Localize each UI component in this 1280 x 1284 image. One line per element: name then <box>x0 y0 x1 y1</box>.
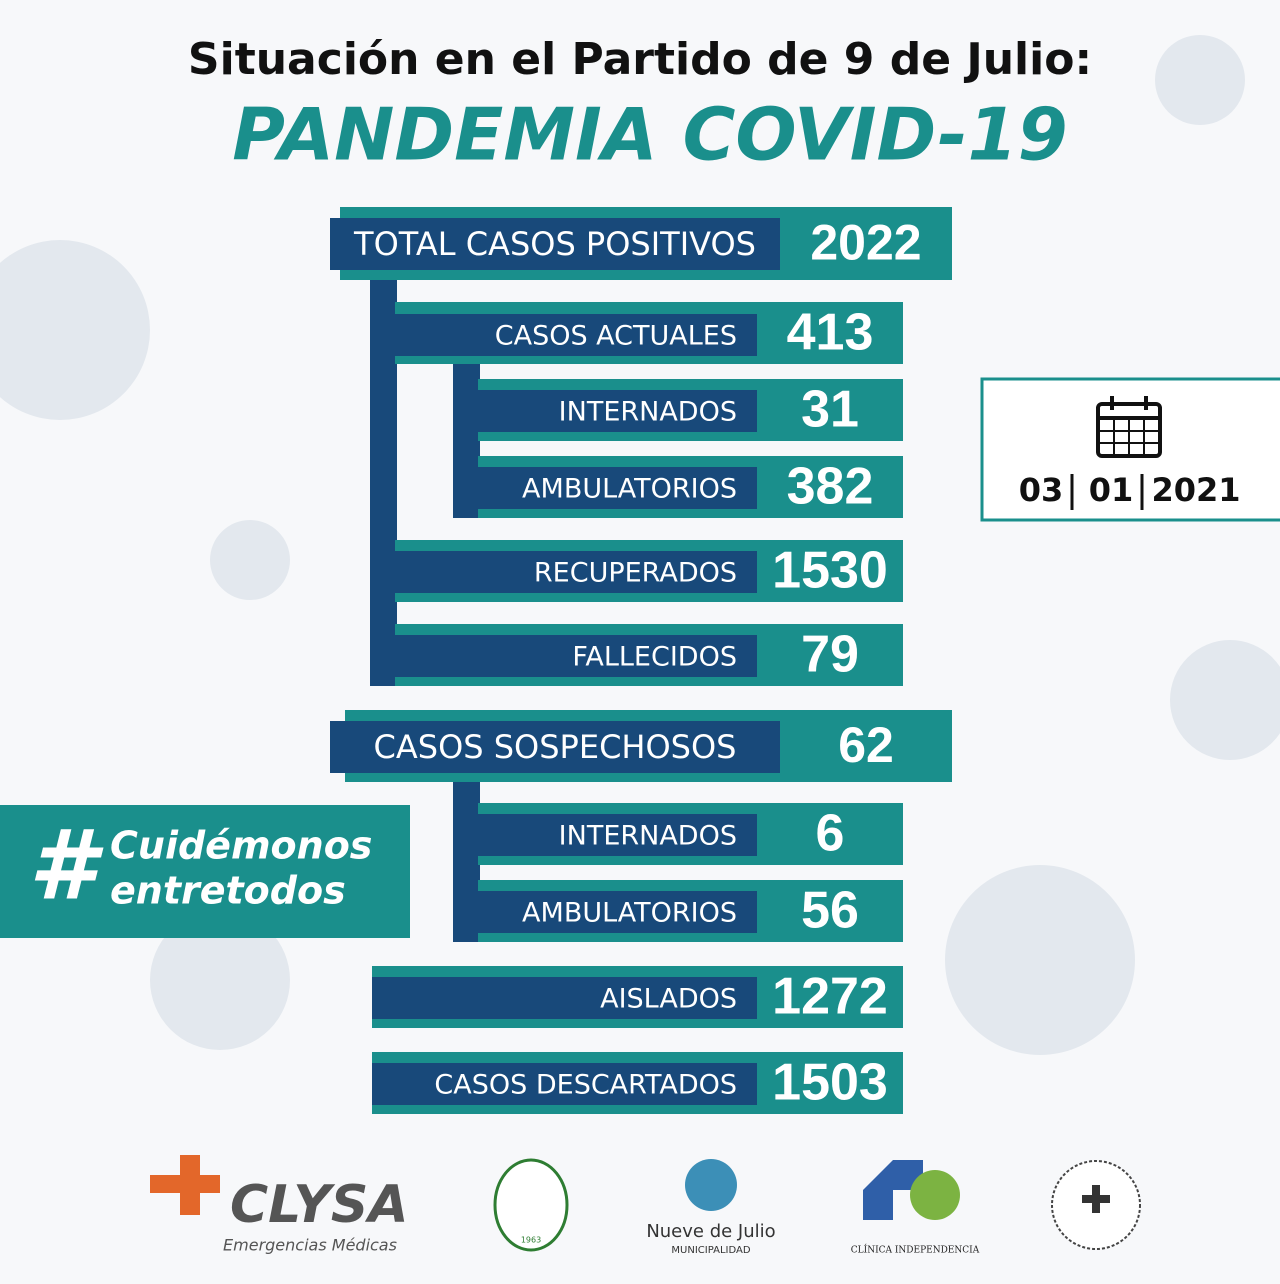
row-value: 2022 <box>810 215 921 271</box>
hashtag-line: entretodos <box>110 869 346 913</box>
row-label-box <box>478 891 757 933</box>
logos: CLYSA Emergencias Médicas 1963 Nueve de … <box>150 1155 1141 1256</box>
row-value: 62 <box>838 717 894 773</box>
clysa-sub: Emergencias Médicas <box>223 1236 397 1255</box>
nueve-name: Nueve de Julio <box>646 1221 775 1242</box>
row-label-box <box>372 977 757 1019</box>
date-month: 01 <box>1089 471 1134 509</box>
row-label: INTERNADOS <box>559 397 737 428</box>
nueve-sub: MUNICIPALIDAD <box>671 1245 750 1256</box>
row-label: AMBULATORIOS <box>522 474 737 505</box>
row-value: 31 <box>801 381 859 439</box>
date-year: 2021 <box>1151 471 1240 509</box>
row-value: 382 <box>787 458 874 516</box>
row-label-box <box>395 314 757 356</box>
hashtag-box <box>0 805 410 938</box>
clinica-circle <box>910 1170 960 1220</box>
subtitle: Situación en el Partido de 9 de Julio: <box>188 34 1092 85</box>
row-label-box <box>330 218 780 270</box>
row-label-box <box>330 721 780 773</box>
row-label: INTERNADOS <box>559 821 737 852</box>
clinica-name: CLÍNICA INDEPENDENCIA <box>851 1244 980 1256</box>
row-value: 1503 <box>772 1054 888 1112</box>
circulo-logo <box>493 1158 569 1252</box>
title: PANDEMIA COVID-19 <box>232 93 1068 177</box>
row-label-box <box>478 390 757 432</box>
nueve-logo <box>685 1159 737 1211</box>
clinica-cross <box>863 1160 923 1220</box>
row-value: 1272 <box>772 968 888 1026</box>
hashtag-symbol: # <box>29 809 104 921</box>
row-value: 413 <box>787 304 874 362</box>
row-value: 79 <box>801 626 859 684</box>
background-virus <box>0 35 1280 1055</box>
row-value: 56 <box>801 882 859 940</box>
row-label-box <box>395 551 757 593</box>
clysa-cross <box>150 1155 220 1215</box>
row-label: FALLECIDOS <box>572 642 737 673</box>
row-label: AISLADOS <box>600 984 737 1015</box>
row-label-box <box>372 1063 757 1105</box>
row-label: CASOS ACTUALES <box>495 321 737 352</box>
row-label: CASOS SOSPECHOSOS <box>374 728 737 766</box>
clysa-name: CLYSA <box>230 1175 409 1235</box>
row-label-box <box>478 467 757 509</box>
hashtag-line: Cuidémonos <box>110 824 372 868</box>
row-label: AMBULATORIOS <box>522 898 737 929</box>
calendar-icon <box>1096 396 1162 458</box>
row-label: TOTAL CASOS POSITIVOS <box>353 225 756 263</box>
row-label: RECUPERADOS <box>534 558 737 589</box>
row-label: CASOS DESCARTADOS <box>434 1070 737 1101</box>
row-value: 1530 <box>772 542 888 600</box>
row-label-box <box>395 635 757 677</box>
rows: TOTAL CASOS POSITIVOS 2022 CASOS ACTUALES 4… <box>330 207 952 1114</box>
date-day: 03 <box>1019 471 1064 509</box>
connectors <box>370 268 480 942</box>
other-cross <box>1082 1185 1110 1213</box>
circulo-year: 1963 <box>521 1236 541 1245</box>
row-label-box <box>478 814 757 856</box>
row-value: 6 <box>816 805 845 863</box>
